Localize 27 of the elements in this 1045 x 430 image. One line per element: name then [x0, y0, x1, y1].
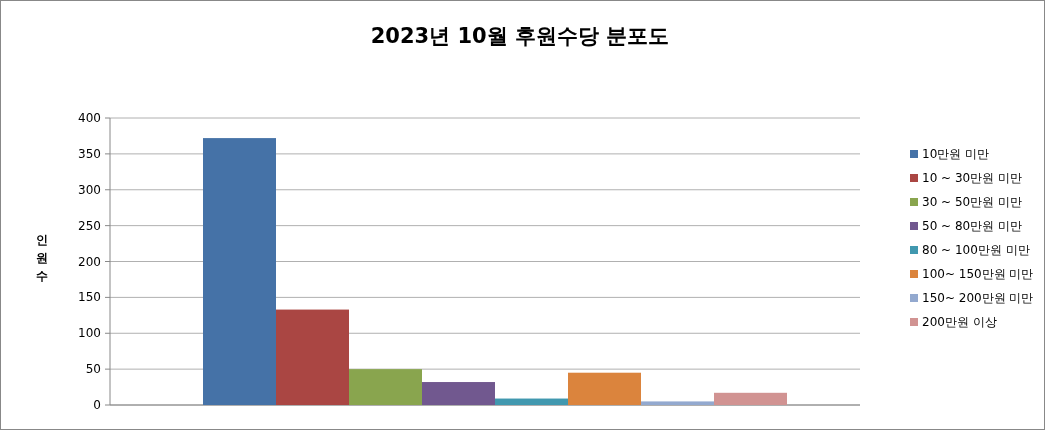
legend-label: 80 ~ 100만원 미만 [922, 243, 1030, 257]
y-tick-label: 100 [78, 326, 101, 341]
legend-label: 30 ~ 50만원 미만 [922, 195, 1023, 209]
bar [276, 309, 349, 405]
y-tick-label: 400 [78, 111, 101, 125]
legend-label: 100~ 150만원 미만 [922, 267, 1034, 281]
bar [495, 398, 568, 405]
y-tick-label: 200 [78, 254, 101, 269]
y-tick-label: 50 [85, 362, 101, 377]
legend-label: 150~ 200만원 미만 [922, 291, 1034, 305]
bar [714, 392, 787, 405]
y-tick-label: 300 [78, 182, 101, 197]
bar [203, 138, 276, 405]
y-tick-label: 250 [78, 218, 101, 233]
bar [568, 372, 641, 405]
y-tick-label: 350 [78, 146, 101, 161]
legend-label: 50 ~ 80만원 미만 [922, 219, 1023, 233]
legend-label: 10 ~ 30만원 미만 [922, 171, 1023, 185]
y-tick-label: 0 [93, 398, 101, 412]
legend-label: 200만원 이상 [922, 315, 997, 329]
bar [349, 369, 422, 405]
bar [422, 382, 495, 405]
y-tick-label: 150 [78, 290, 101, 305]
chart-title: 2023년 10월 후원수당 분포도 [370, 24, 670, 48]
bar [641, 401, 714, 405]
legend-label: 10만원 미만 [922, 147, 990, 161]
y-axis-title: 인원수 [36, 233, 48, 283]
